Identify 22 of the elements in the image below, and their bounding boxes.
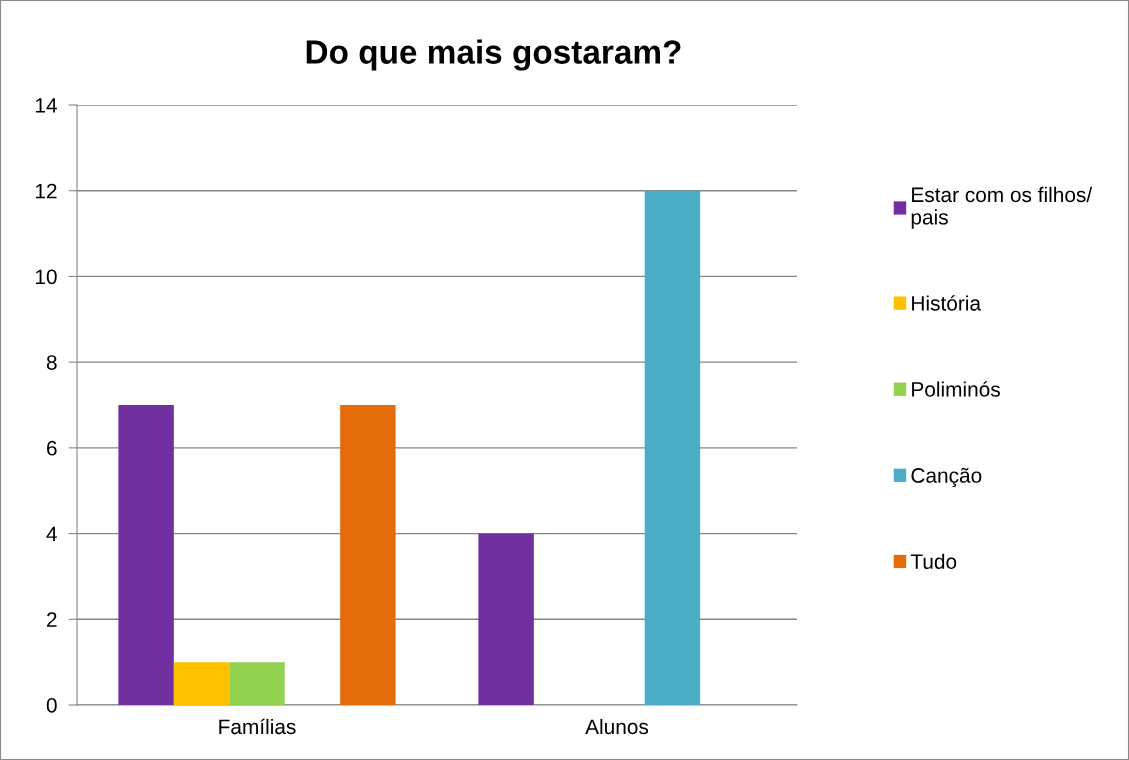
bar bbox=[644, 190, 701, 705]
legend-label: Poliminós bbox=[912, 381, 1000, 397]
y-tick-label: 8 bbox=[46, 355, 57, 370]
bar bbox=[478, 533, 534, 705]
bar bbox=[340, 405, 396, 705]
x-tick-label: Alunos bbox=[585, 718, 649, 735]
y-tick-label: 12 bbox=[35, 183, 57, 199]
chart-title: Do que mais gostaram? bbox=[306, 39, 681, 71]
legend-label: História bbox=[912, 295, 982, 311]
bar bbox=[118, 405, 174, 705]
y-tick-label: 10 bbox=[35, 269, 57, 285]
legend-label: Canção bbox=[911, 467, 982, 488]
bar bbox=[229, 662, 285, 705]
y-tick-label: 4 bbox=[46, 526, 57, 542]
y-tick-label: 14 bbox=[35, 98, 57, 113]
legend-label: Estar com os filhos/ pais bbox=[911, 186, 1093, 229]
bar bbox=[173, 662, 230, 705]
legend-label: Tudo bbox=[910, 553, 957, 570]
y-tick-label: 6 bbox=[47, 440, 57, 456]
x-tick-label: Famílias bbox=[219, 718, 296, 735]
y-tick-label: 0 bbox=[46, 698, 57, 713]
y-tick-label: 2 bbox=[47, 612, 57, 627]
